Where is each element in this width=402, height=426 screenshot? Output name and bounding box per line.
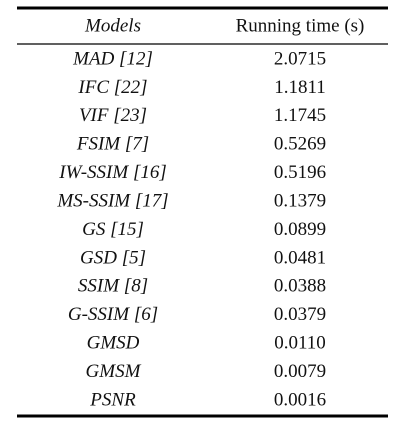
model-cell: G-SSIM [6] bbox=[68, 304, 158, 325]
time-cell: 0.0481 bbox=[274, 247, 326, 268]
time-cell: 0.5269 bbox=[274, 134, 326, 155]
header-cell: Running time (s) bbox=[236, 15, 365, 36]
model-cell: FSIM [7] bbox=[76, 134, 149, 155]
time-cell: 1.1811 bbox=[274, 77, 326, 98]
model-cell: GS [15] bbox=[82, 219, 144, 240]
time-cell: 0.1379 bbox=[274, 190, 326, 211]
model-cell: PSNR bbox=[89, 389, 136, 410]
time-cell: 0.0899 bbox=[274, 219, 326, 240]
time-cell: 0.0079 bbox=[274, 361, 326, 382]
header-cell: Models bbox=[84, 15, 141, 36]
model-cell: SSIM [8] bbox=[78, 276, 148, 297]
model-cell: MS-SSIM [17] bbox=[56, 190, 168, 211]
model-cell: IFC [22] bbox=[77, 77, 147, 98]
time-cell: 0.5196 bbox=[274, 162, 326, 183]
model-cell: IW-SSIM [16] bbox=[58, 162, 166, 183]
model-cell: GSD [5] bbox=[80, 247, 146, 268]
time-cell: 0.0016 bbox=[274, 389, 326, 410]
model-cell: VIF [23] bbox=[79, 105, 147, 126]
time-cell: 0.0379 bbox=[274, 304, 326, 325]
time-cell: 0.0110 bbox=[274, 333, 326, 354]
model-cell: MAD [12] bbox=[72, 48, 153, 69]
time-cell: 0.0388 bbox=[274, 276, 326, 297]
model-cell: GMSD bbox=[87, 333, 140, 354]
model-cell: GMSM bbox=[86, 361, 142, 382]
time-cell: 2.0715 bbox=[274, 48, 326, 69]
time-cell: 1.1745 bbox=[274, 105, 326, 126]
